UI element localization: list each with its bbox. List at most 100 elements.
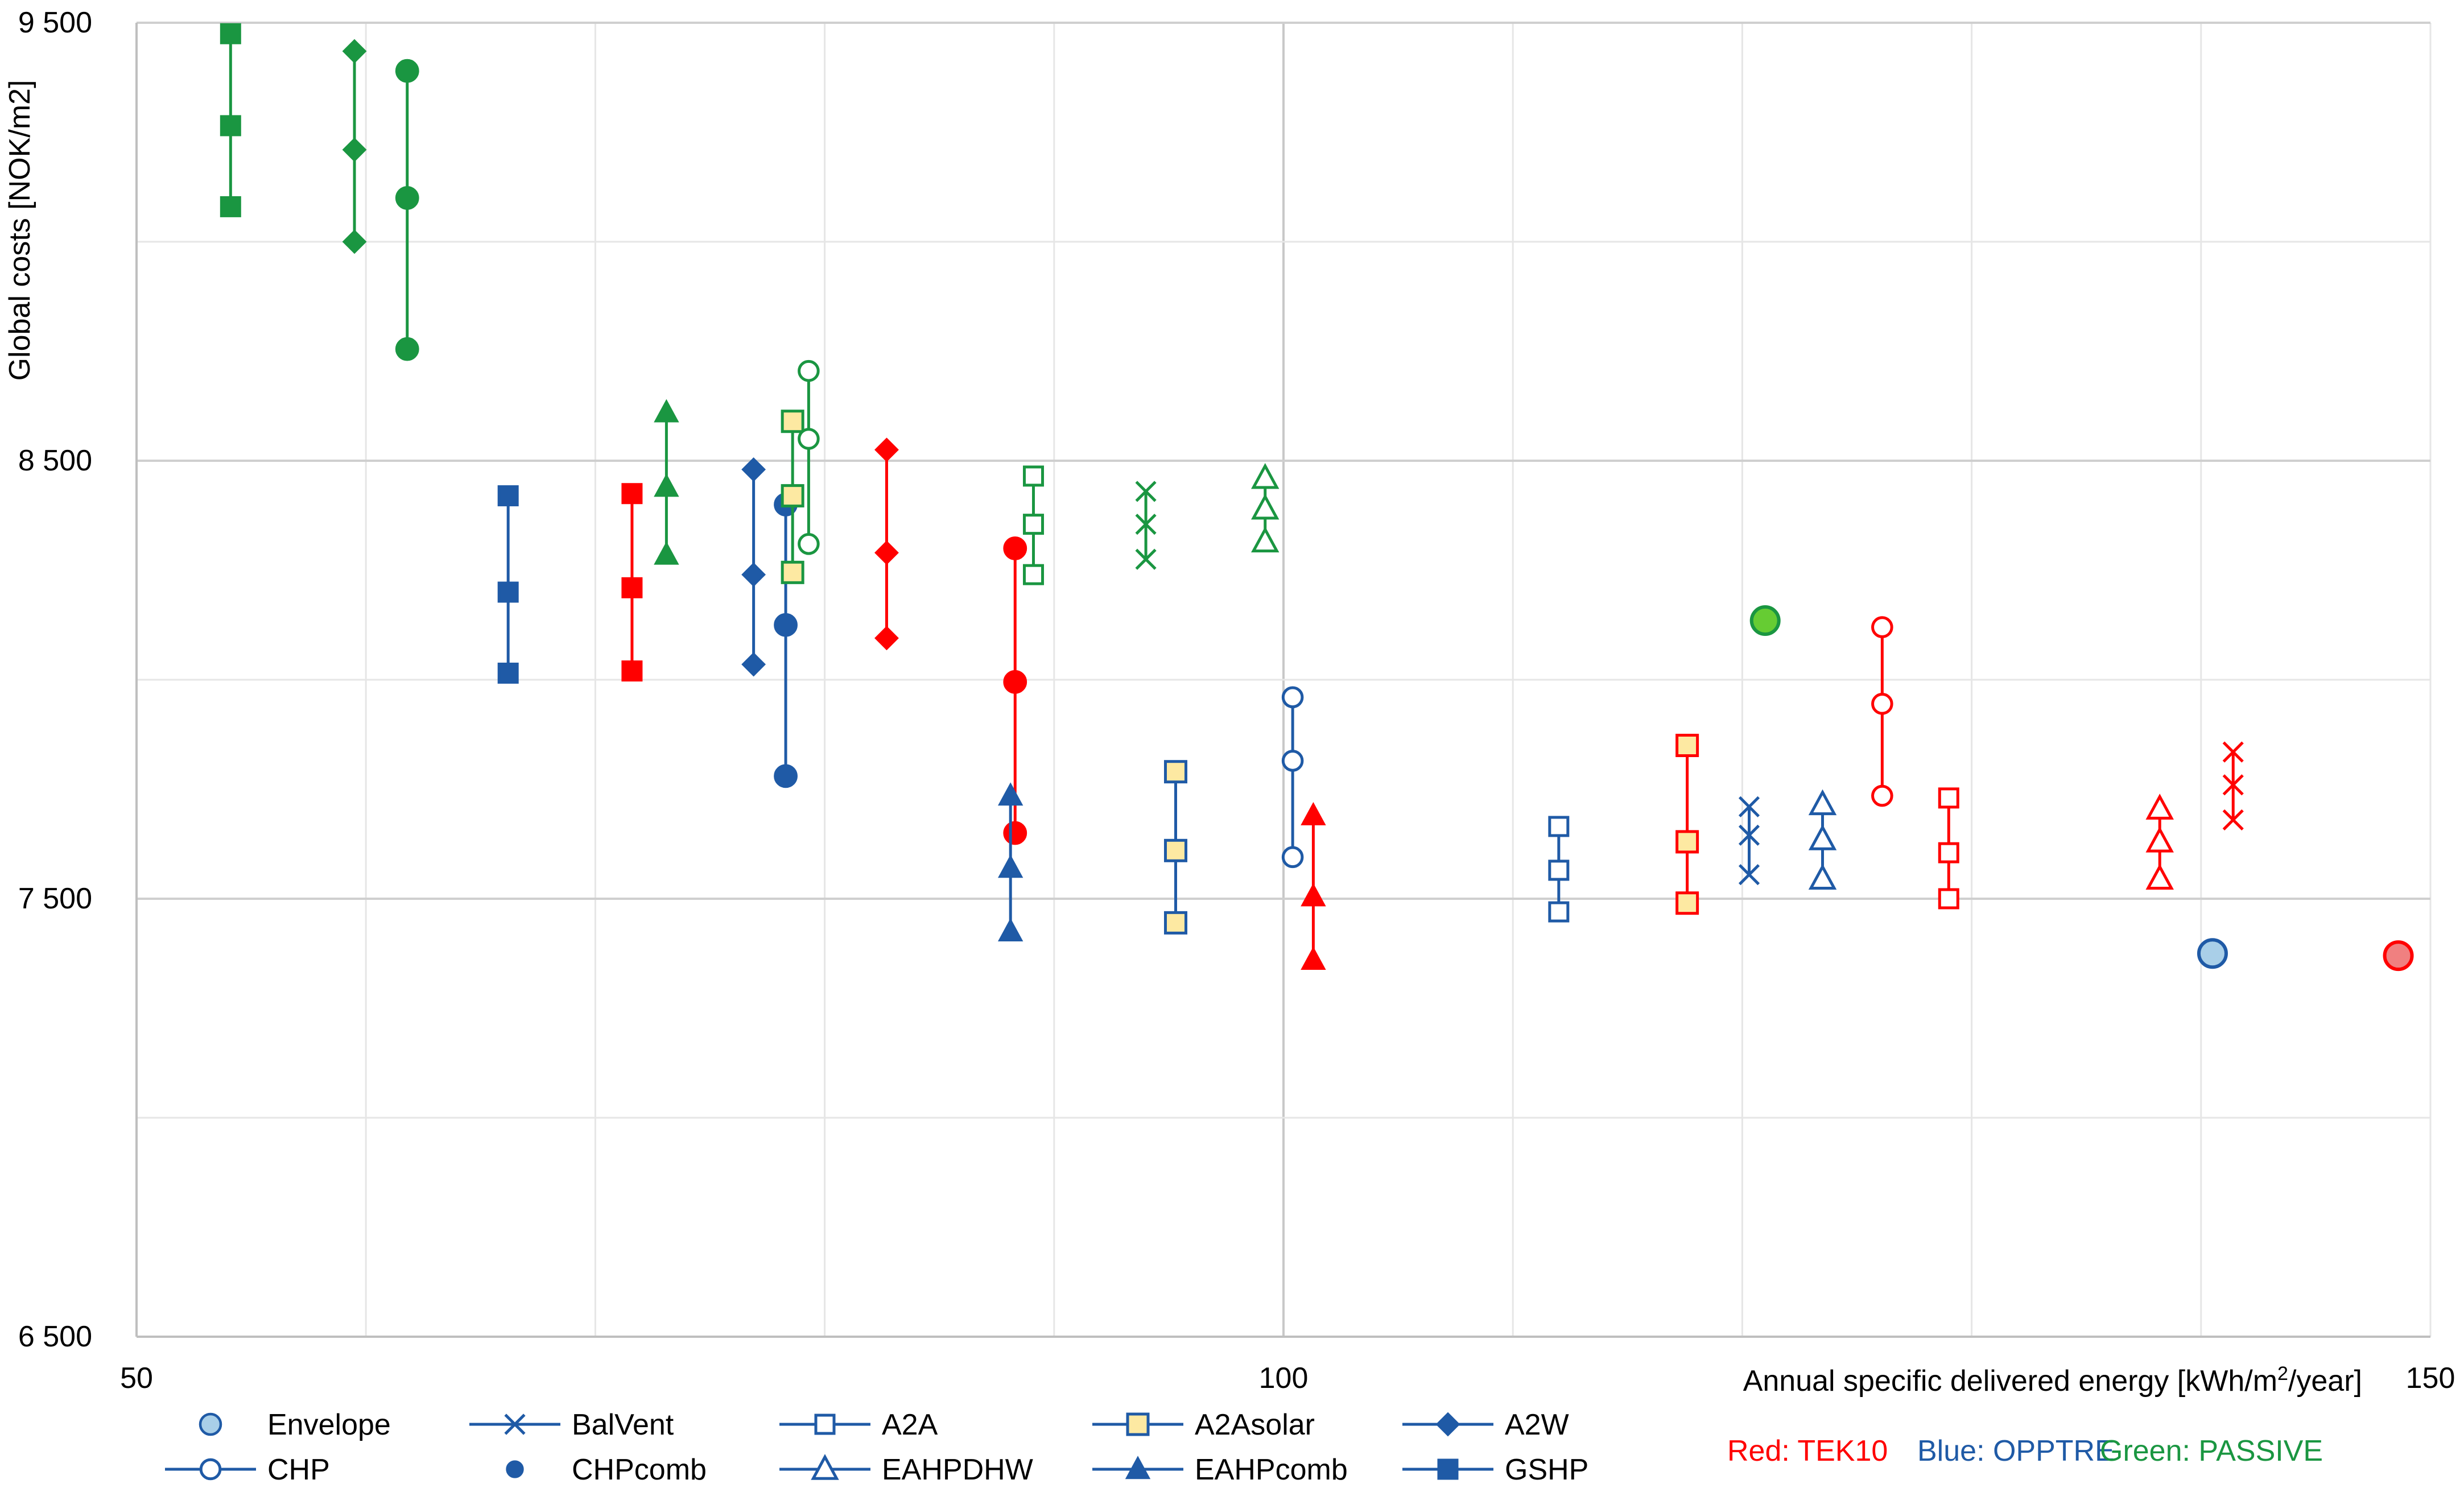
- legend-item-a2asolar: A2Asolar: [1092, 1408, 1315, 1441]
- series-eahpcomb-tek10: [1301, 802, 1326, 970]
- legend-label: Envelope: [267, 1408, 391, 1441]
- series-balvent-passive: [1135, 481, 1157, 570]
- series-a2w-tek10: [874, 437, 899, 651]
- data-point-eahpdhw: [2145, 826, 2174, 853]
- data-point-a2asolar: [1163, 911, 1187, 935]
- legend-marker-eahpcomb: [1125, 1456, 1151, 1479]
- legend-marker-a2w: [1435, 1412, 1460, 1437]
- legend-label: CHP: [267, 1453, 330, 1486]
- data-point-gshp: [220, 115, 241, 137]
- legend-item-chpcomb: CHPcomb: [506, 1453, 707, 1486]
- data-point-chp: [1871, 616, 1893, 638]
- data-point-balvent: [2222, 741, 2244, 763]
- series-a2a-opptre: [1548, 816, 1570, 923]
- series-a2asolar-tek10: [1675, 734, 1699, 915]
- legend-marker-a2asolar: [1126, 1412, 1150, 1436]
- series-chp-opptre: [1281, 686, 1304, 869]
- legend-item-a2w: A2W: [1402, 1408, 1569, 1441]
- data-point-eahpcomb: [654, 541, 679, 565]
- y-tick-label: 9 500: [18, 6, 92, 39]
- legend-item-eahpdhw: EAHPDHW: [779, 1453, 1033, 1486]
- series-chp-passive: [798, 359, 820, 555]
- legend-marker-chp: [199, 1458, 222, 1481]
- data-point-eahpcomb: [997, 854, 1023, 878]
- series-balvent-opptre: [1738, 796, 1760, 886]
- data-point-a2w: [342, 137, 367, 162]
- data-point-a2a: [1023, 465, 1045, 487]
- data-point-a2asolar: [1675, 830, 1699, 854]
- data-point-a2asolar: [781, 560, 804, 584]
- x-axis-label: Annual specific delivered energy [kWh/m2…: [1743, 1363, 2362, 1398]
- data-point-eahpdhw: [1808, 863, 1837, 890]
- series-a2asolar-passive: [781, 410, 804, 584]
- legend-marker-envelope: [199, 1412, 222, 1436]
- x-tick-label: 100: [1259, 1362, 1309, 1395]
- data-point-a2w: [874, 540, 899, 565]
- data-point-eahpdhw: [1808, 824, 1837, 850]
- series-a2a-passive: [1023, 465, 1045, 585]
- data-point-eahpdhw: [1808, 789, 1837, 816]
- y-tick-label: 6 500: [18, 1320, 92, 1353]
- series-envelope-tek10: [2383, 940, 2414, 972]
- legend-item-envelope: Envelope: [199, 1408, 391, 1441]
- data-point-eahpcomb: [997, 782, 1023, 806]
- legend-marker-a2a: [814, 1414, 836, 1435]
- x-axis-label-superscript: 2: [2277, 1363, 2288, 1384]
- y-axis-label: Global costs [NOK/m2]: [3, 80, 36, 381]
- series-a2w-opptre: [741, 457, 766, 677]
- data-point-balvent: [2222, 809, 2244, 830]
- data-point-envelope: [1749, 605, 1781, 637]
- data-point-a2a: [1548, 859, 1570, 881]
- data-point-eahpcomb: [654, 473, 679, 497]
- data-point-a2asolar: [1163, 760, 1187, 784]
- data-point-chpcomb: [774, 613, 798, 637]
- legend-marker-chpcomb: [506, 1460, 524, 1478]
- data-point-chpcomb: [395, 337, 419, 361]
- series-eahpcomb-passive: [654, 399, 679, 565]
- data-point-envelope: [2383, 940, 2414, 972]
- data-point-eahpdhw: [1251, 526, 1280, 553]
- data-point-chp: [1281, 750, 1304, 772]
- data-point-a2asolar: [781, 410, 804, 433]
- data-point-envelope: [2197, 938, 2228, 969]
- data-point-chpcomb: [1003, 821, 1027, 845]
- series-balvent-tek10: [2222, 741, 2244, 830]
- series-eahpcomb-opptre: [997, 782, 1023, 941]
- data-point-gshp: [497, 485, 519, 507]
- data-point-chp: [798, 359, 820, 382]
- data-point-chpcomb: [774, 764, 798, 788]
- data-point-eahpcomb: [1301, 802, 1326, 825]
- color-key-label: Red: TEK10: [1727, 1435, 1888, 1468]
- data-point-chpcomb: [395, 59, 419, 83]
- x-tick-label: 50: [120, 1362, 153, 1395]
- data-point-a2asolar: [1675, 891, 1699, 915]
- data-point-chp: [798, 533, 820, 555]
- data-point-balvent: [1135, 481, 1157, 502]
- series-chp-tek10: [1871, 616, 1893, 807]
- grid-layer: [137, 22, 2432, 1337]
- series-gshp-passive: [220, 23, 241, 217]
- legend-label: GSHP: [1505, 1453, 1588, 1486]
- data-point-a2w: [874, 437, 899, 462]
- data-point-balvent: [1135, 548, 1157, 570]
- series-gshp-opptre: [497, 485, 519, 684]
- data-point-a2a: [1938, 888, 1959, 910]
- data-point-chpcomb: [1003, 536, 1027, 560]
- legend-marker-gshp: [1437, 1458, 1459, 1480]
- data-point-a2asolar: [1163, 838, 1187, 862]
- data-point-a2asolar: [1675, 734, 1699, 757]
- series-a2asolar-opptre: [1163, 760, 1187, 935]
- data-point-chp: [1871, 693, 1893, 715]
- data-point-chp: [1281, 846, 1304, 869]
- data-point-eahpdhw: [2145, 863, 2174, 890]
- legend-marker-balvent: [504, 1414, 526, 1435]
- legend-item-balvent: BalVent: [469, 1408, 674, 1441]
- legend-label: A2Asolar: [1195, 1408, 1315, 1441]
- series-eahpdhw-opptre: [1808, 789, 1837, 890]
- data-point-a2a: [1023, 514, 1045, 535]
- data-point-a2a: [1938, 787, 1959, 809]
- data-point-a2w: [342, 39, 367, 64]
- data-point-balvent: [1135, 514, 1157, 535]
